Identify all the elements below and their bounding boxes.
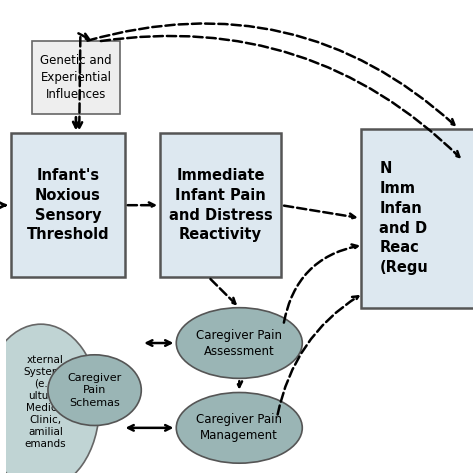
Ellipse shape <box>48 355 141 426</box>
FancyBboxPatch shape <box>10 133 125 277</box>
Ellipse shape <box>176 308 302 378</box>
FancyBboxPatch shape <box>32 41 120 115</box>
Text: Immediate
Infant Pain
and Distress
Reactivity: Immediate Infant Pain and Distress React… <box>169 168 273 242</box>
Text: Caregiver Pain
Management: Caregiver Pain Management <box>196 413 283 442</box>
Ellipse shape <box>0 324 99 474</box>
Text: xternal
Systems
(e.g.
ulture,
Medical
Clinic,
amilial
emands: xternal Systems (e.g. ulture, Medical Cl… <box>23 355 68 449</box>
Text: N
Imm
Infan
and D
Reac
(Regu: N Imm Infan and D Reac (Regu <box>379 161 428 275</box>
Text: Genetic and
Experiential
Influences: Genetic and Experiential Influences <box>40 55 112 101</box>
FancyBboxPatch shape <box>361 128 474 308</box>
Text: Caregiver Pain
Assessment: Caregiver Pain Assessment <box>196 328 283 357</box>
Text: Caregiver
Pain
Schemas: Caregiver Pain Schemas <box>67 373 122 408</box>
Text: Infant's
Noxious
Sensory
Threshold: Infant's Noxious Sensory Threshold <box>27 168 109 242</box>
Ellipse shape <box>176 392 302 463</box>
FancyBboxPatch shape <box>160 133 281 277</box>
